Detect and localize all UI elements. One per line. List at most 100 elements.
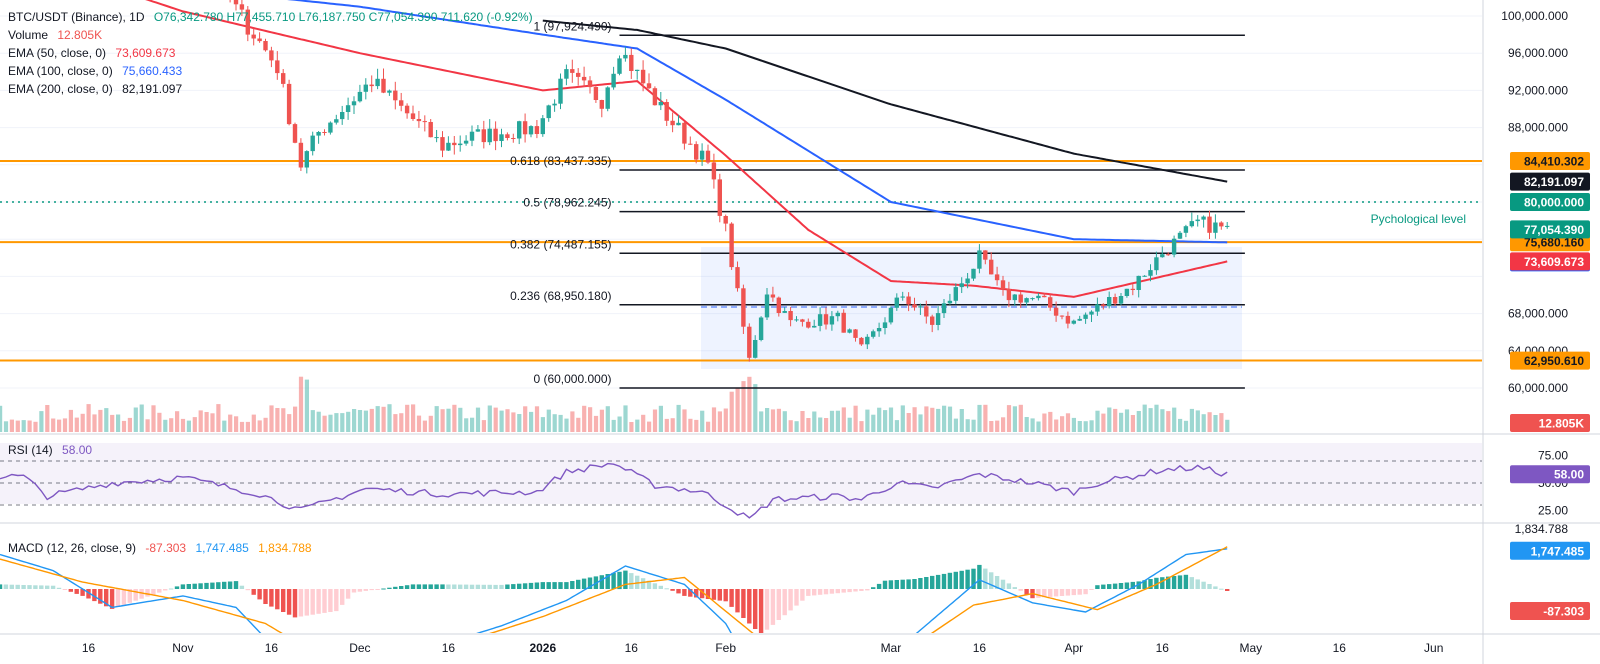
volume-bar	[1018, 404, 1023, 432]
volume-bar	[487, 405, 492, 432]
volume-bar	[770, 409, 776, 432]
macd-histogram-bar	[3, 584, 9, 589]
volume-bar	[1083, 421, 1088, 432]
volume-bar	[62, 418, 68, 432]
volume-bar	[1036, 421, 1041, 432]
volume-bar	[1071, 417, 1076, 432]
candle-body	[334, 119, 339, 123]
volume-bar	[470, 417, 475, 432]
macd-histogram-bar	[351, 589, 357, 593]
macd-histogram-bar	[375, 589, 380, 590]
macd-histogram-bar	[493, 584, 498, 589]
candle-body	[428, 122, 433, 138]
candle-body	[682, 122, 687, 144]
macd-histogram-bar	[1000, 579, 1006, 589]
macd-histogram-bar	[876, 583, 882, 589]
volume-bar	[947, 406, 953, 432]
price-axis[interactable]: 100,000.000 96,000.000 92,000.000 88,000.00…	[1501, 9, 1568, 664]
volume-bar	[452, 404, 457, 432]
candle-body	[646, 83, 652, 89]
candle-body	[788, 311, 793, 321]
macd-histogram-bar	[275, 589, 280, 610]
rsi-band	[0, 443, 1482, 504]
macd-histogram-bar	[98, 589, 103, 604]
volume-bar	[558, 414, 563, 432]
volume-bar	[800, 411, 805, 432]
candle-body	[387, 90, 392, 93]
volume-bar	[977, 404, 982, 432]
time-tick-label: Jun	[1424, 641, 1443, 655]
macd-histogram-bar	[251, 589, 256, 595]
price-tick-label: 96,000.000	[1508, 46, 1568, 60]
macd-histogram-bar	[62, 589, 68, 590]
legend-ema100-value: 75,660.433	[122, 64, 182, 78]
volume-bar	[617, 416, 622, 432]
volume-bar	[735, 388, 740, 432]
candle-body	[1195, 219, 1200, 222]
volume-bar	[186, 420, 191, 432]
volume-bar	[269, 405, 274, 432]
candle-body	[316, 132, 321, 136]
volume-bar	[74, 417, 79, 432]
candle-body	[363, 84, 368, 92]
volume-bar	[688, 418, 693, 432]
fib-level-label: 0 (60,000.000)	[533, 372, 611, 386]
legend-ema50-name: EMA (50, close, 0)	[8, 46, 106, 60]
candle-body	[823, 314, 829, 325]
macd-histogram-bar	[399, 586, 404, 589]
macd-histogram-bar	[576, 579, 581, 589]
candle-body	[399, 100, 404, 106]
macd-histogram-bar	[688, 589, 693, 597]
candle-body	[1059, 315, 1065, 317]
candle-body	[947, 300, 953, 304]
macd-histogram-bar	[39, 585, 44, 589]
legend-ema200-name: EMA (200, close, 0)	[8, 82, 113, 96]
macd-histogram-bar	[983, 568, 988, 589]
volume-bar	[1154, 404, 1159, 432]
macd-histogram-bar	[764, 589, 770, 630]
volume-bar	[936, 408, 941, 432]
volume-bar	[641, 414, 646, 432]
macd-histogram-bar	[263, 589, 268, 604]
macd-tick-label: 1,834.788	[1515, 522, 1569, 536]
volume-bar	[1113, 408, 1118, 432]
rsi-value-label-bg	[1510, 465, 1590, 484]
time-axis[interactable]: 16 Nov 16 Dec 16 2026 16 Feb Mar 16 Apr 16 May 16 Jun	[82, 641, 1444, 655]
rsi-pane	[0, 460, 1482, 519]
macd-histogram-bar	[1036, 589, 1041, 598]
candle-body	[1024, 298, 1029, 303]
macd-histogram-bar	[1042, 589, 1047, 598]
macd-histogram-bar	[770, 589, 776, 625]
volume-bar	[582, 405, 587, 432]
macd-histogram-bar	[729, 589, 734, 607]
volume-bar	[116, 414, 121, 432]
volume-bar	[293, 406, 298, 432]
volume-bar	[1006, 405, 1012, 432]
volume-bar	[381, 406, 386, 432]
candle-body	[239, 4, 245, 10]
candle-body	[989, 259, 994, 275]
candle-body	[953, 287, 958, 301]
level-price-label: 75,680.160	[1524, 236, 1584, 250]
candle-body	[446, 142, 451, 151]
macd-histogram-bar	[528, 582, 534, 589]
volume-bar	[888, 407, 894, 432]
macd-histogram-bar	[676, 589, 681, 594]
svg-text:EMA (100, close, 0) 75,6: EMA (100, close, 0) 75,660.433	[8, 64, 182, 78]
macd-histogram-bar	[806, 589, 811, 596]
volume-bar	[216, 404, 221, 432]
macd-histogram-bar	[345, 589, 351, 599]
macd-histogram-bar	[605, 574, 610, 589]
legend-ema200-value: 82,191.097	[122, 82, 182, 96]
candle-body	[1065, 315, 1071, 324]
fib-level-label: 0.382 (74,487.155)	[510, 237, 611, 251]
volume-bar	[33, 421, 38, 432]
candle-body	[245, 9, 250, 35]
candle-body	[812, 325, 817, 328]
volume-bar	[806, 418, 811, 432]
macd-histogram-bar	[558, 582, 563, 589]
level-price-label: 84,410.302	[1524, 155, 1584, 169]
macd-histogram-bar	[882, 580, 888, 589]
macd-histogram-bar	[599, 575, 604, 589]
